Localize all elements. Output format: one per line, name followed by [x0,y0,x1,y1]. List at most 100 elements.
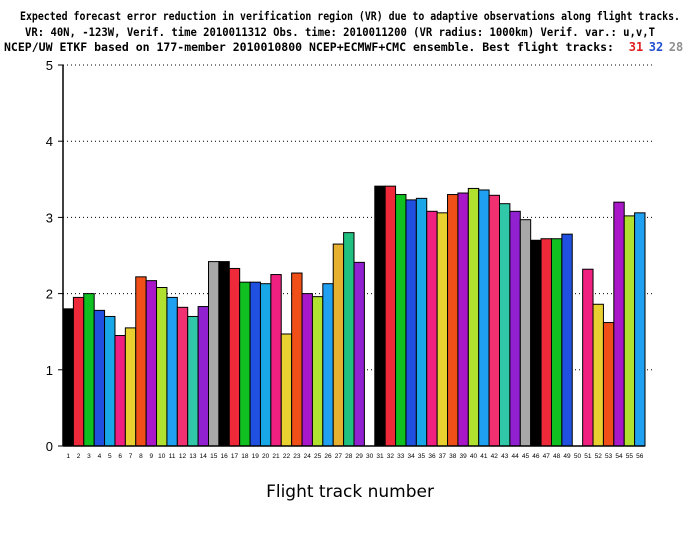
bar-track-29 [353,261,365,447]
bar-track-45 [519,219,532,447]
x-tick-label-23: 23 [293,453,301,460]
bar-series [62,185,646,447]
bar-track-21 [270,274,282,447]
x-tick-label-47: 47 [543,453,551,460]
x-tick-label-44: 44 [511,453,519,460]
x-tick-label-37: 37 [439,453,447,460]
bar-track-49 [561,233,573,447]
bar-track-23 [291,272,303,447]
bar-track-27 [332,243,345,447]
x-tick-label-27: 27 [335,453,343,460]
bar-track-6 [114,335,126,447]
x-tick-label-9: 9 [150,453,154,460]
bar-track-47 [540,238,552,447]
bar-track-2 [72,296,85,447]
x-tick-label-18: 18 [241,453,249,460]
bar-track-38 [447,194,459,447]
y-tick-label-4: 4 [46,134,53,149]
x-tick-label-30: 30 [366,453,374,460]
x-tick-label-53: 53 [605,453,613,460]
bar-track-48 [550,238,563,447]
bar-track-3 [83,293,95,447]
x-tick-label-5: 5 [108,453,112,460]
x-tick-label-3: 3 [87,453,91,460]
best-track-31: 31 [629,40,643,54]
x-tick-label-2: 2 [77,453,81,460]
bar-track-56 [634,212,646,447]
x-tick-label-13: 13 [189,453,197,460]
bar-track-5 [104,315,116,447]
bar-track-9 [145,280,158,447]
x-tick-label-35: 35 [418,453,426,460]
bar-track-10 [156,287,168,447]
bar-track-43 [499,203,511,447]
bar-track-53 [602,322,615,447]
y-tick-labels: 0 1 2 3 4 5 [46,58,53,454]
bar-track-1 [62,308,74,447]
x-tick-label-40: 40 [470,453,478,460]
x-tick-label-22: 22 [283,453,291,460]
bar-track-15 [208,261,220,447]
x-tick-label-36: 36 [428,453,436,460]
x-tick-label-8: 8 [139,453,143,460]
bar-track-42 [488,194,501,447]
x-tick-label-12: 12 [179,453,187,460]
x-tick-label-49: 49 [563,453,571,460]
bar-track-17 [228,267,241,447]
bar-track-8 [135,276,147,447]
x-tick-label-19: 19 [252,453,260,460]
y-tick-label-1: 1 [46,363,53,378]
x-tick-label-28: 28 [345,453,353,460]
x-tick-label-51: 51 [584,453,592,460]
x-tick-label-31: 31 [376,453,384,460]
bar-track-51 [582,268,594,447]
x-tick-label-42: 42 [491,453,499,460]
x-tick-label-1: 1 [66,453,70,460]
x-tick-label-6: 6 [118,453,122,460]
x-tick-label-24: 24 [304,453,312,460]
bar-track-35 [415,197,428,447]
best-flight-tracks: 31 32 28 [629,40,683,54]
x-tick-label-46: 46 [532,453,540,460]
x-tick-label-7: 7 [129,453,133,460]
bar-track-28 [343,232,355,447]
bar-track-33 [395,194,407,447]
x-tick-label-4: 4 [98,453,102,460]
x-tick-label-54: 54 [615,453,623,460]
bar-track-11 [166,296,178,447]
x-tick-label-41: 41 [480,453,488,460]
x-tick-label-10: 10 [158,453,166,460]
x-tick-label-32: 32 [387,453,395,460]
bar-track-7 [124,327,137,447]
x-tick-label-16: 16 [220,453,228,460]
x-tick-label-39: 39 [460,453,468,460]
y-tick-label-5: 5 [46,58,53,73]
x-tick-label-14: 14 [200,453,208,460]
x-tick-label-20: 20 [262,453,270,460]
x-tick-label-50: 50 [574,453,582,460]
bar-track-16 [218,261,230,447]
bar-track-26 [322,283,334,447]
y-tick-label-2: 2 [46,287,53,302]
x-tick-label-56: 56 [636,453,644,460]
bar-track-36 [426,210,438,447]
bar-track-37 [436,212,449,447]
axes [58,64,645,447]
bar-track-46 [530,239,542,447]
x-tick-label-26: 26 [324,453,332,460]
bar-track-24 [301,293,313,447]
bar-track-34 [405,199,417,447]
title-line-1: Expected forecast error reduction in ver… [20,9,680,23]
x-tick-label-55: 55 [626,453,634,460]
x-tick-label-29: 29 [356,453,364,460]
x-tick-label-43: 43 [501,453,509,460]
bar-track-25 [311,296,324,447]
bar-track-39 [457,192,469,447]
x-tick-label-33: 33 [397,453,405,460]
bar-track-31 [374,185,386,447]
x-tick-label-21: 21 [272,453,280,460]
y-tick-label-0: 0 [46,439,53,454]
x-tick-label-48: 48 [553,453,561,460]
title-line-2: VR: 40N, -123W, Verif. time 2010011312 O… [25,25,655,39]
